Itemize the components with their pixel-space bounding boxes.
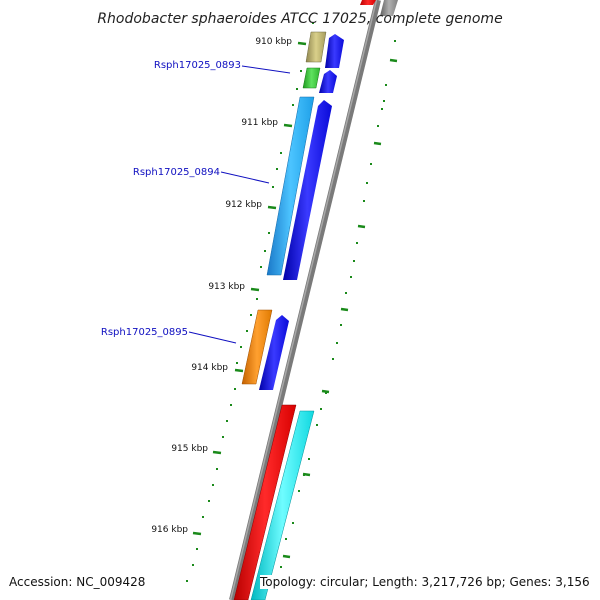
orf-arrow-4[interactable] (259, 315, 289, 390)
outer-tick-column (186, 22, 314, 582)
gene-label-0894[interactable]: Rsph17025_0894 (133, 167, 220, 178)
gene-feature-red-top[interactable] (360, 0, 376, 5)
gene-feature-gray-top[interactable] (380, 0, 398, 16)
kbp-label-916: 916 kbp (151, 525, 188, 535)
kbp-label-910: 910 kbp (255, 37, 292, 47)
gene-feature-khaki[interactable] (305, 31, 327, 63)
map-title: Rhodobacter sphaeroides ATCC 17025, comp… (97, 11, 502, 27)
kbp-tick-marks (192, 41, 307, 536)
kbp-label-912: 912 kbp (225, 200, 262, 210)
kbp-label-915: 915 kbp (171, 444, 208, 454)
gene-feature-cyan[interactable] (250, 410, 315, 600)
kbp-label-911: 911 kbp (241, 118, 278, 128)
orf-arrow-1[interactable] (325, 34, 344, 68)
gene-feature-green-0893[interactable] (302, 67, 321, 89)
kbp-label-913: 913 kbp (208, 282, 245, 292)
genome-backbone (229, 0, 381, 600)
gene-feature-orange-0895[interactable] (241, 309, 273, 385)
gene-label-leader-0894 (220, 171, 270, 184)
orf-arrow-3[interactable] (283, 100, 332, 280)
gene-label-0895[interactable]: Rsph17025_0895 (101, 327, 188, 338)
kbp-label-914: 914 kbp (191, 363, 228, 373)
accession-label: Accession: NC_009428 (9, 575, 146, 589)
topology-label: Topology: circular; Length: 3,217,726 bp… (260, 575, 590, 589)
gene-feature-red[interactable] (233, 404, 297, 600)
gene-label-0893[interactable]: Rsph17025_0893 (154, 60, 241, 71)
gene-feature-skyblue-0894[interactable] (266, 96, 315, 276)
gene-label-leader-0893 (241, 65, 291, 74)
gene-label-leader-0895 (188, 331, 237, 344)
orf-arrow-2[interactable] (319, 70, 337, 93)
inner-major-ticks (282, 58, 398, 559)
